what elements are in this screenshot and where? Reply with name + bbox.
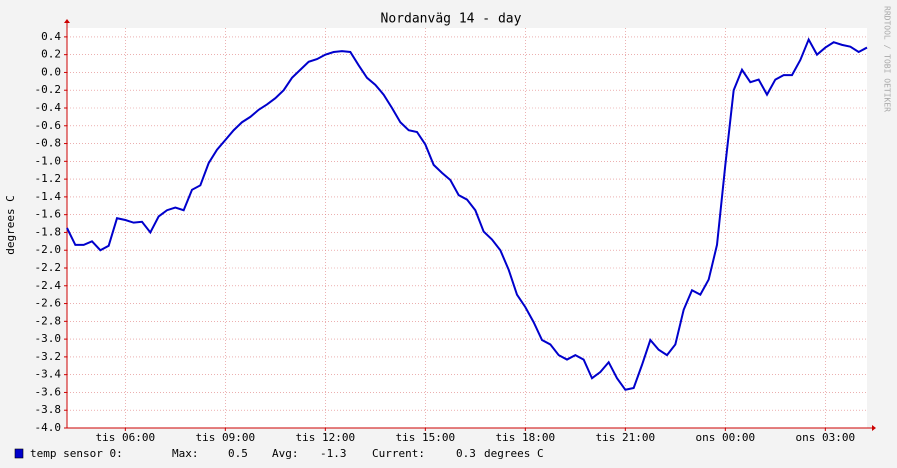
y-tick-label: -1.8 [35,225,62,238]
y-tick-label: 0.4 [41,30,61,43]
y-tick-label: -2.6 [35,297,62,310]
y-tick-label: -3.6 [35,385,62,398]
x-tick-label: tis 06:00 [96,431,156,444]
stat-unit: degrees C [484,447,544,460]
y-tick-label: -0.8 [35,137,62,150]
watermark: RRDTOOL / TOBI OETIKER [883,6,892,112]
legend-label: temp sensor 0: [30,447,123,460]
y-tick-label: 0.2 [41,48,61,61]
stat-value: -1.3 [320,447,347,460]
y-tick-label: -0.4 [35,101,62,114]
x-tick-label: ons 03:00 [796,431,856,444]
stat-label: Avg: [272,447,299,460]
y-tick-label: -4.0 [35,421,62,434]
chart-title: Nordanväg 14 - day [381,12,522,27]
y-tick-label: -0.2 [35,83,62,96]
x-tick-label: tis 15:00 [396,431,456,444]
x-tick-label: tis 12:00 [296,431,356,444]
stat-value: 0.3 [456,447,476,460]
stat-label: Current: [372,447,425,460]
y-tick-label: -3.4 [35,368,62,381]
y-tick-label: -1.0 [35,154,62,167]
y-tick-label: -3.8 [35,403,62,416]
stat-value: 0.5 [228,447,248,460]
y-axis-label: degrees C [4,195,17,255]
x-tick-label: tis 18:00 [496,431,556,444]
y-tick-label: -1.2 [35,172,62,185]
y-tick-label: -3.0 [35,332,62,345]
y-tick-label: 0.0 [41,65,61,78]
line [66,37,868,391]
legend-swatch [14,448,24,459]
axis-arrow [872,425,876,431]
axis-arrow [64,19,70,23]
y-tick-label: -2.4 [35,279,62,292]
y-tick-label: -2.0 [35,243,62,256]
y-tick-label: -2.8 [35,314,62,327]
plot-area [67,28,867,428]
x-tick-label: tis 09:00 [196,431,256,444]
stat-label: Max: [172,447,199,460]
y-tick-label: -1.4 [35,190,62,203]
y-tick-label: -1.6 [35,208,62,221]
y-tick-label: -2.2 [35,261,62,274]
x-tick-label: tis 21:00 [596,431,656,444]
y-tick-label: -3.2 [35,350,62,363]
x-tick-label: ons 00:00 [696,431,756,444]
y-tick-label: -0.6 [35,119,62,132]
